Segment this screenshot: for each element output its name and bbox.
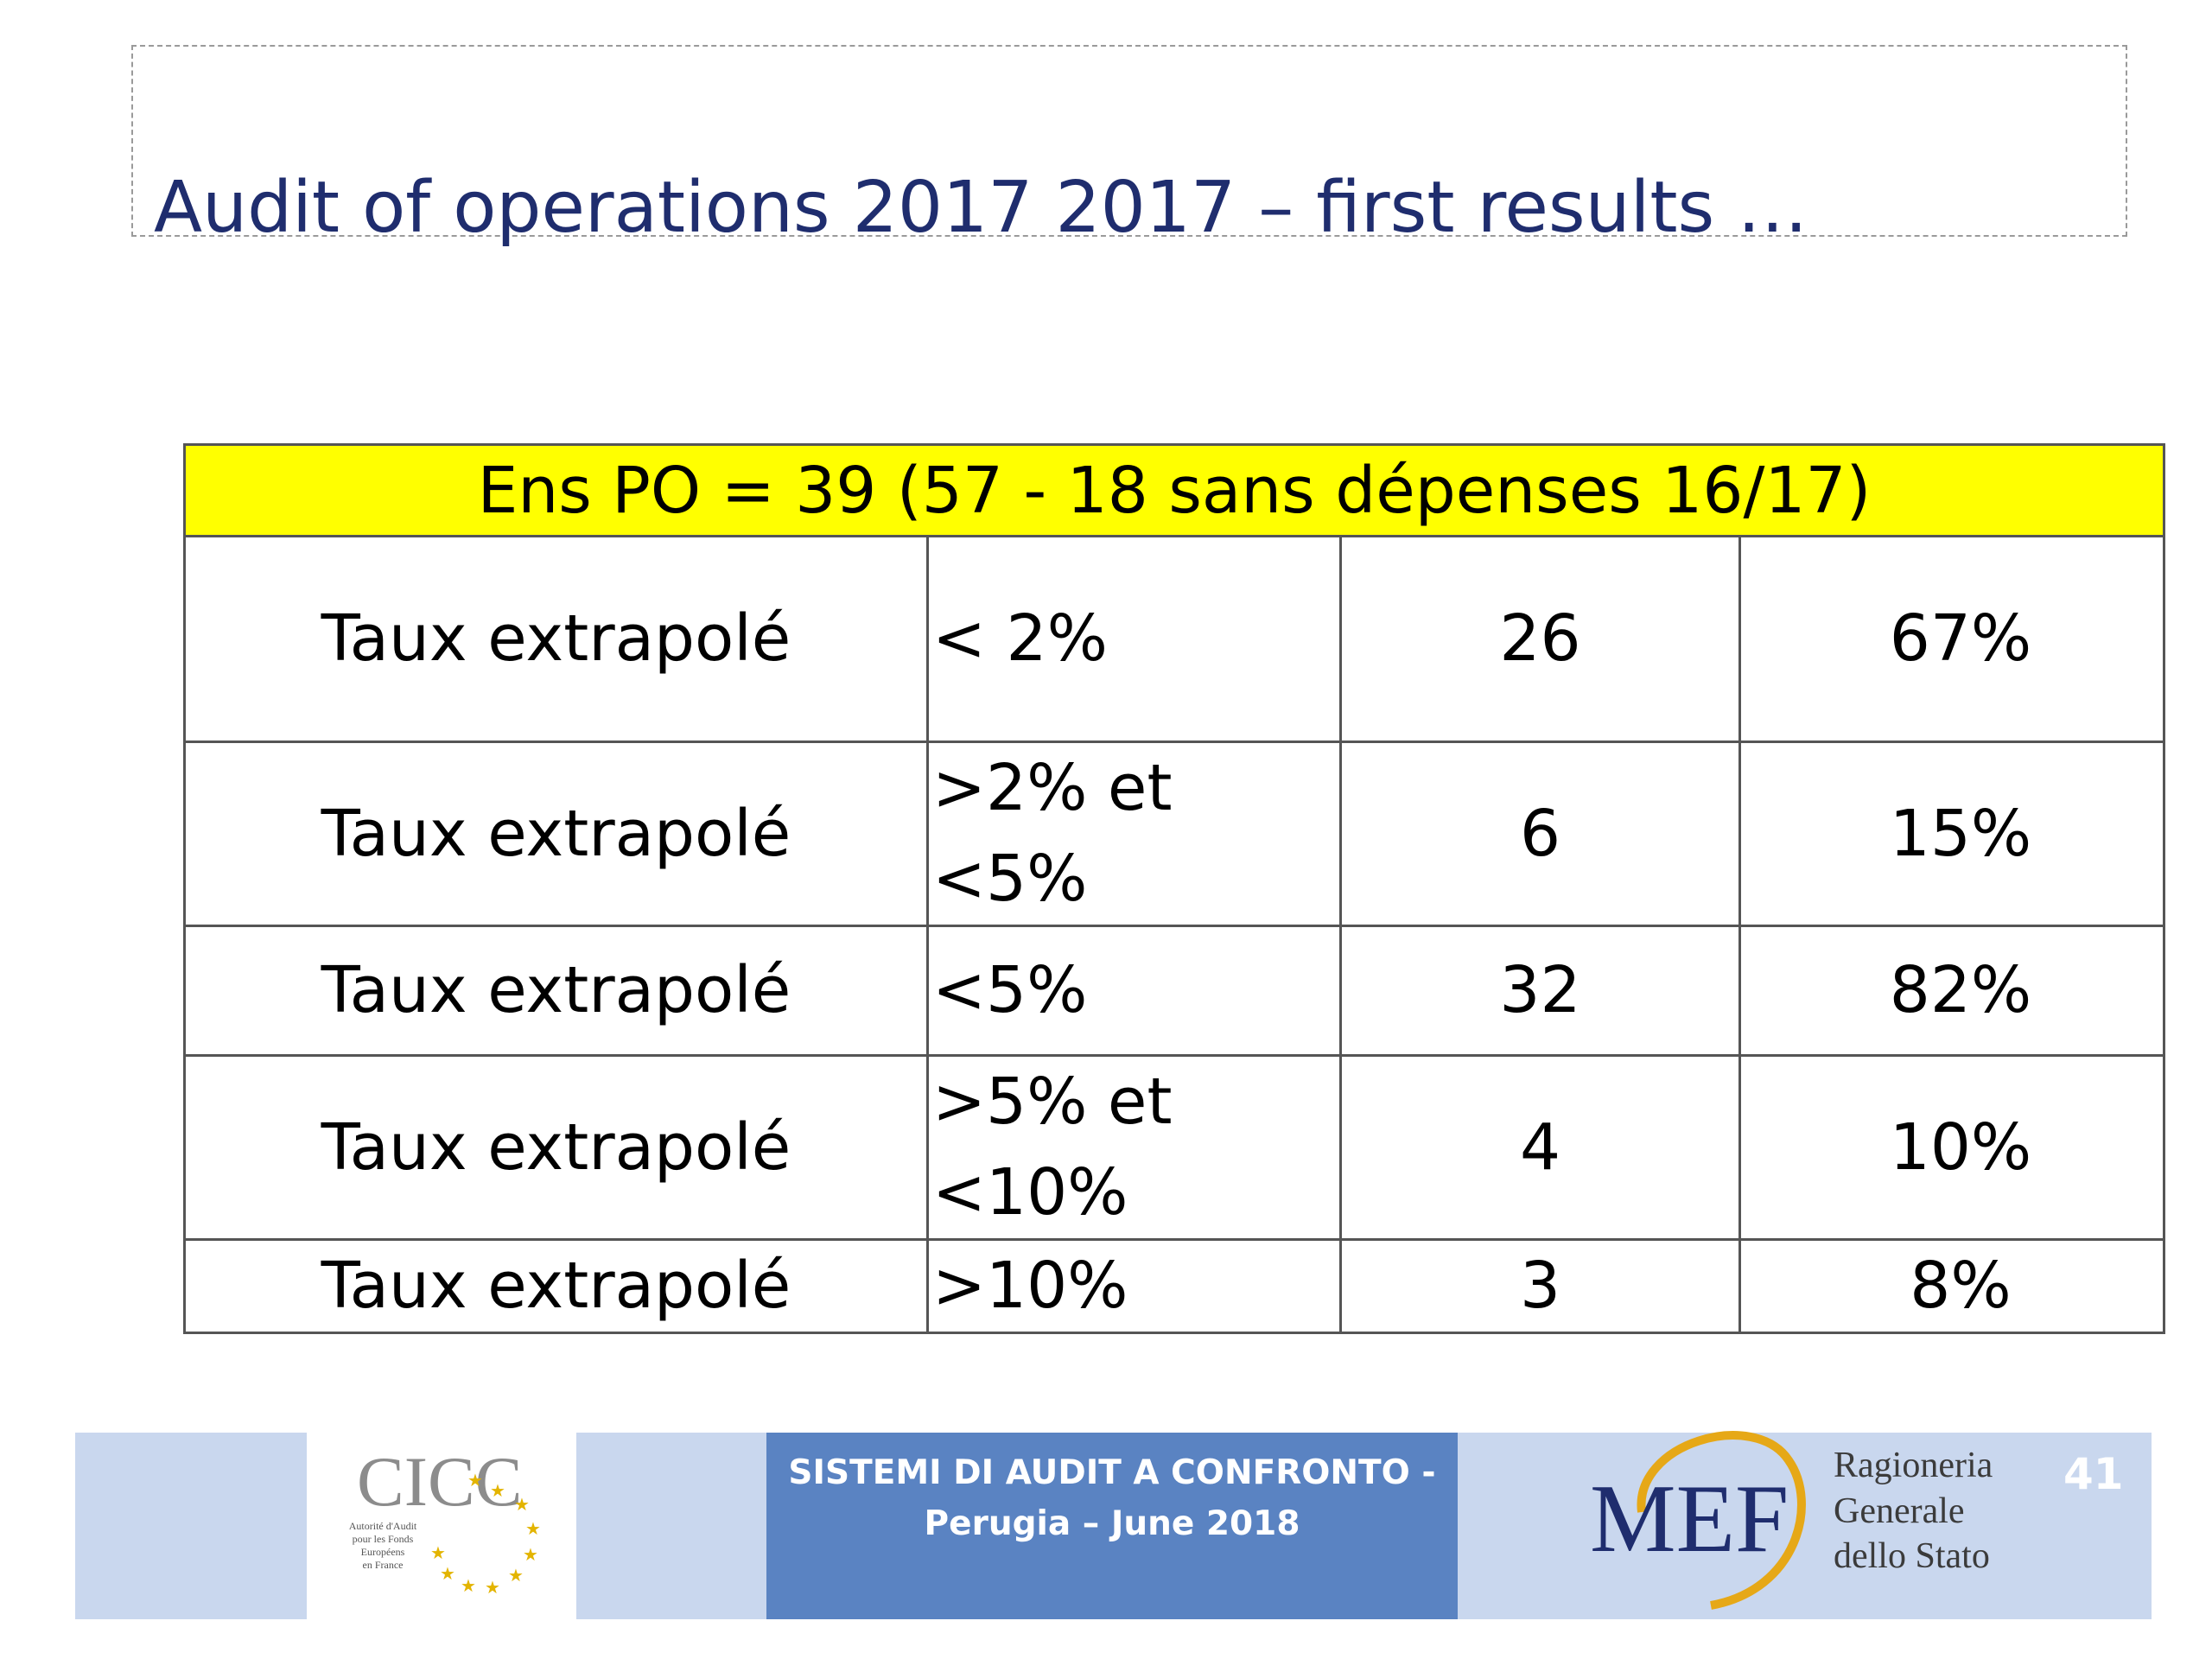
footer-panel-left	[75, 1433, 307, 1619]
range-cell: >10%	[926, 1238, 1342, 1335]
range-cell: >5% et <10%	[926, 1054, 1342, 1242]
range-text: < 2%	[932, 601, 1108, 676]
rate-label-cell: Taux extrapolé	[183, 740, 929, 928]
table-header-cell: Ens PO = 39 (57 - 18 sans dépenses 16/17…	[183, 443, 2165, 537]
table-row: Taux extrapolé < 2% 26 67%	[183, 535, 2165, 743]
range-text-line2: <5%	[932, 842, 1088, 917]
rate-label-cell: Taux extrapolé	[183, 1054, 929, 1242]
slide-title: Audit of operations 2017 2017 – first re…	[154, 167, 1808, 249]
range-text: >10%	[932, 1249, 1128, 1324]
percent-cell: 8%	[1738, 1238, 2165, 1335]
footer-banner: SISTEMI DI AUDIT A CONFRONTO - Perugia –…	[766, 1433, 1458, 1619]
table-row: Taux extrapolé >2% et <5% 6 15%	[183, 740, 2165, 928]
percent-cell: 10%	[1738, 1054, 2165, 1242]
range-text: <5%	[932, 953, 1088, 1028]
count-cell: 4	[1339, 1054, 1741, 1242]
table-row: Taux extrapolé >10% 3 8%	[183, 1238, 2165, 1335]
range-cell: >2% et <5%	[926, 740, 1342, 928]
count-cell: 3	[1339, 1238, 1741, 1335]
table-row: Taux extrapolé <5% 32 82%	[183, 925, 2165, 1058]
rate-label-cell: Taux extrapolé	[183, 535, 929, 743]
title-placeholder-frame	[131, 45, 2127, 237]
count-cell: 26	[1339, 535, 1741, 743]
footer-panel-left-2	[576, 1433, 766, 1619]
results-table: Ens PO = 39 (57 - 18 sans dépenses 16/17…	[183, 443, 2165, 1335]
percent-cell: 67%	[1738, 535, 2165, 743]
table-row: Taux extrapolé >5% et <10% 4 10%	[183, 1054, 2165, 1242]
count-cell: 6	[1339, 740, 1741, 928]
range-cell: <5%	[926, 925, 1342, 1058]
footer-banner-line1: SISTEMI DI AUDIT A CONFRONTO -	[788, 1453, 1436, 1492]
percent-cell: 82%	[1738, 925, 2165, 1058]
rate-label-cell: Taux extrapolé	[183, 925, 929, 1058]
count-cell: 32	[1339, 925, 1741, 1058]
range-text-line1: >2% et	[932, 751, 1173, 825]
range-cell: < 2%	[926, 535, 1342, 743]
footer-banner-line2: Perugia – June 2018	[924, 1503, 1300, 1543]
range-text-line1: >5% et	[932, 1065, 1173, 1140]
range-text-line2: <10%	[932, 1155, 1128, 1230]
footer-cicc-panel	[307, 1433, 576, 1619]
footer-panel-right	[1458, 1433, 2152, 1619]
percent-cell: 15%	[1738, 740, 2165, 928]
table-header-row: Ens PO = 39 (57 - 18 sans dépenses 16/17…	[183, 443, 2165, 537]
rate-label-cell: Taux extrapolé	[183, 1238, 929, 1335]
